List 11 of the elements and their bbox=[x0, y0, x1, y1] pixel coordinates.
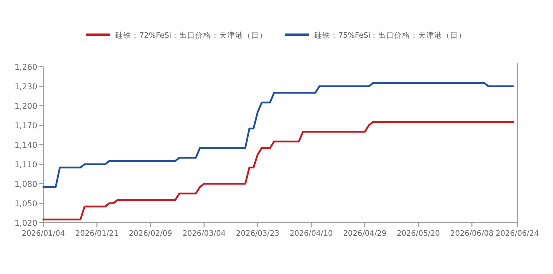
line-series bbox=[42, 82, 514, 188]
line-series bbox=[42, 121, 514, 221]
y-tick-label: 1,110 bbox=[14, 160, 38, 170]
y-tick-label: 1,170 bbox=[14, 122, 38, 130]
y-tick-label: 1,140 bbox=[14, 141, 38, 150]
y-tick-label: 1,200 bbox=[14, 102, 38, 111]
y-tick-label: 1,050 bbox=[14, 200, 38, 208]
y-tick-label: 1,080 bbox=[14, 180, 38, 189]
y-tick-label: 1,260 bbox=[14, 63, 38, 72]
y-tick-label: 1,230 bbox=[14, 82, 38, 92]
y-tick-label: 1,020 bbox=[14, 219, 38, 228]
